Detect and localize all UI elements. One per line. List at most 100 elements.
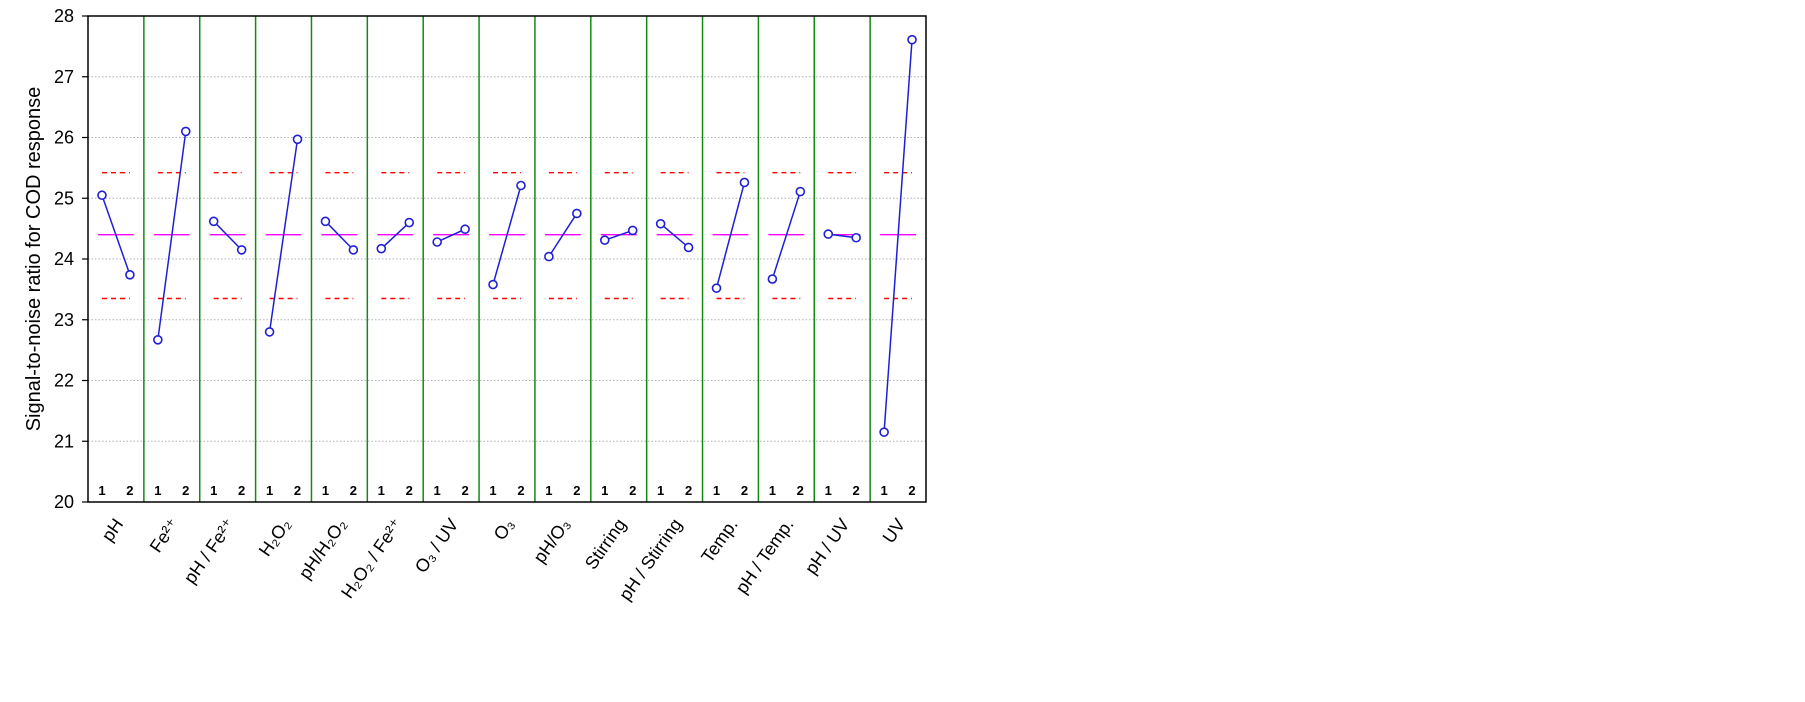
series-segment xyxy=(771,191,802,280)
data-point xyxy=(683,242,694,253)
series xyxy=(97,34,917,437)
data-point xyxy=(432,237,442,247)
y-tick-label: 20 xyxy=(54,492,74,512)
category-label: Fe²⁺ xyxy=(146,515,183,556)
level-label: 1 xyxy=(713,483,720,498)
category-label: pH/O₃ xyxy=(529,515,574,567)
level-label: 2 xyxy=(406,483,413,498)
level-labels: 1 2 1 2 1 2 1 2 1 2 1 2 1 2 1 2 1 2 1 2 1 2 1 2 1 2 1 2 1 2 xyxy=(98,483,915,498)
category-label: pH / UV xyxy=(801,515,854,578)
category-label: Temp. xyxy=(697,515,742,567)
series-segment xyxy=(715,182,746,289)
data-point xyxy=(851,232,861,243)
level-label: 1 xyxy=(601,483,608,498)
series-segment xyxy=(101,194,131,276)
level-label: 2 xyxy=(685,483,692,498)
y-tick-label: 24 xyxy=(54,249,74,269)
level-label: 1 xyxy=(769,483,776,498)
level-label: 2 xyxy=(573,483,580,498)
series-segment xyxy=(380,222,410,250)
series-segment xyxy=(268,139,299,333)
data-point xyxy=(236,245,247,255)
data-point xyxy=(208,216,219,227)
series-segment xyxy=(324,220,354,251)
data-point xyxy=(460,224,470,235)
series-segment xyxy=(883,39,913,433)
data-point xyxy=(739,177,750,188)
category-label: O₃ / UV xyxy=(411,515,463,577)
data-point xyxy=(795,186,806,197)
series-segment xyxy=(213,220,243,251)
level-label: 2 xyxy=(350,483,357,498)
factor-separators xyxy=(143,16,871,502)
series-segment xyxy=(604,229,633,241)
category-label: Stirring xyxy=(581,515,630,573)
level-label: 2 xyxy=(797,483,804,498)
y-tick-label: 23 xyxy=(54,310,74,330)
category-label: UV xyxy=(879,515,910,547)
data-point xyxy=(516,180,526,191)
y-axis-label: Signal-to-noise ratio for COD response xyxy=(23,87,45,432)
level-label: 2 xyxy=(741,483,748,498)
data-point xyxy=(348,245,359,255)
data-point xyxy=(907,34,917,45)
data-point xyxy=(404,217,415,228)
data-point xyxy=(153,334,163,345)
data-point xyxy=(879,427,889,437)
grid-lines xyxy=(88,76,926,442)
category-label: H₂O₂ xyxy=(255,515,295,560)
category-label: pH xyxy=(98,515,128,545)
category-label: O₃ xyxy=(490,515,519,544)
data-point xyxy=(264,327,275,337)
data-point xyxy=(376,243,387,254)
data-point xyxy=(627,225,638,236)
series-segment xyxy=(157,131,187,340)
data-point xyxy=(125,269,135,280)
category-label: pH/H₂O₂ xyxy=(295,515,351,583)
level-label: 1 xyxy=(825,483,832,498)
level-label: 1 xyxy=(98,483,105,498)
y-tick-label: 26 xyxy=(54,128,74,148)
level-label: 2 xyxy=(853,483,860,498)
data-point xyxy=(320,216,331,227)
level-label: 1 xyxy=(545,483,552,498)
level-label: 2 xyxy=(182,483,189,498)
y-tick-label: 27 xyxy=(54,67,74,87)
data-point xyxy=(97,190,107,201)
level-label: 1 xyxy=(657,483,664,498)
series-segment xyxy=(436,228,466,243)
data-point xyxy=(572,208,582,219)
level-label: 1 xyxy=(266,483,273,498)
data-point xyxy=(292,134,303,145)
data-point xyxy=(711,283,722,293)
data-point xyxy=(655,218,666,229)
level-label: 1 xyxy=(880,483,887,498)
level-label: 2 xyxy=(294,483,301,498)
series-segment xyxy=(492,185,522,285)
level-label: 2 xyxy=(461,483,468,498)
plot-frame xyxy=(87,15,927,503)
y-tick-label: 21 xyxy=(54,431,74,451)
series-segment xyxy=(660,223,690,249)
level-label: 2 xyxy=(238,483,245,498)
level-label: 1 xyxy=(434,483,441,498)
y-tick-label: 25 xyxy=(54,188,74,208)
data-point xyxy=(599,235,610,245)
level-label: 1 xyxy=(210,483,217,498)
level-label: 1 xyxy=(322,483,329,498)
series-segment xyxy=(548,213,578,257)
data-point xyxy=(544,251,554,262)
y-axis-ticks: 20 21 22 23 24 25 26 27 28 xyxy=(54,6,88,512)
level-label: 1 xyxy=(489,483,496,498)
data-point xyxy=(767,274,778,284)
level-label: 2 xyxy=(517,483,524,498)
data-point xyxy=(488,279,498,290)
category-label: pH / Fe²⁺ xyxy=(180,515,239,588)
level-label: 1 xyxy=(154,483,161,498)
data-point xyxy=(823,229,834,239)
data-point xyxy=(180,126,191,137)
level-label: 2 xyxy=(629,483,636,498)
level-label: 2 xyxy=(126,483,133,498)
